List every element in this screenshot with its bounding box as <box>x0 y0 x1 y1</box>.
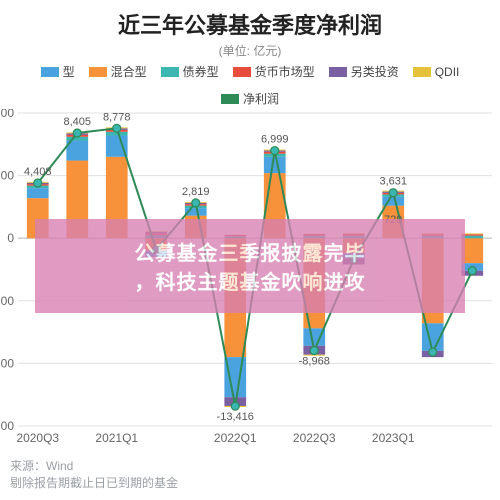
value-label: 6,999 <box>261 134 289 146</box>
legend-label: 另类投资 <box>351 63 399 80</box>
line-marker <box>429 348 437 356</box>
overlay-line-2: ，科技主题基金吹响进攻 <box>49 266 451 295</box>
legend-item: 货币市场型 <box>233 63 315 80</box>
legend-label: 净利润 <box>243 90 279 107</box>
value-label: -8,968 <box>299 355 330 367</box>
line-marker <box>34 179 42 187</box>
legend-swatch <box>413 67 431 77</box>
unit-label: (单位: 亿元) <box>0 42 500 59</box>
svg-text:00: 00 <box>1 294 15 308</box>
line-marker <box>192 199 200 207</box>
value-label: 4,408 <box>24 166 52 178</box>
line-marker <box>310 346 318 354</box>
legend-swatch <box>89 67 107 77</box>
line-marker <box>113 124 121 132</box>
svg-text:00: 00 <box>1 109 15 120</box>
value-label: 8,405 <box>63 116 91 128</box>
legend-swatch <box>329 67 347 77</box>
legend-item: 债券型 <box>161 63 219 80</box>
line-marker <box>389 189 397 197</box>
legend-item: 混合型 <box>89 63 147 80</box>
svg-text:00: 00 <box>1 169 15 183</box>
value-label: 8,778 <box>103 111 131 123</box>
x-tick-label: 2021Q1 <box>95 431 138 445</box>
legend-label: QDII <box>435 65 460 79</box>
chart-area: 000000000004,4088,4058,7782,819-13,4166,… <box>0 109 500 454</box>
headline-overlay: 公募基金三季报披露完毕 ，科技主题基金吹响进攻 <box>35 219 465 313</box>
value-label: 3,631 <box>379 176 407 188</box>
legend-item: 另类投资 <box>329 63 399 80</box>
legend-label: 混合型 <box>111 63 147 80</box>
legend-item: 型 <box>41 63 75 80</box>
svg-text:00: 00 <box>1 356 15 370</box>
legend-label: 货币市场型 <box>255 63 315 80</box>
legend-swatch <box>221 94 239 104</box>
line-marker <box>73 129 81 137</box>
overlay-line-1: 公募基金三季报披露完毕 <box>49 237 451 266</box>
line-marker <box>231 402 239 410</box>
line-marker <box>271 147 279 155</box>
x-tick-label: 2020Q3 <box>16 431 59 445</box>
legend: 型 混合型 债券型 货币市场型 另类投资 QDII 净利润 <box>8 63 492 107</box>
legend-swatch <box>41 67 59 77</box>
x-tick-label: 2022Q1 <box>214 431 257 445</box>
footer-notes: 来源：Wind 剔除报告期截止日已到期的基金 <box>10 458 490 492</box>
legend-item: 净利润 <box>221 90 279 107</box>
footer-line-2: 剔除报告期截止日已到期的基金 <box>10 475 490 492</box>
x-tick-label: 2023Q1 <box>372 431 415 445</box>
page-title: 近三年公募基金季度净利润 <box>0 8 500 40</box>
value-label: 2,819 <box>182 186 210 198</box>
footer-line-1: 来源：Wind <box>10 458 490 475</box>
bar-segment <box>27 188 49 198</box>
bar-segment <box>264 157 286 173</box>
legend-swatch <box>161 67 179 77</box>
legend-swatch <box>233 67 251 77</box>
line-marker <box>468 267 476 275</box>
value-label: -13,416 <box>217 411 254 423</box>
legend-label: 型 <box>63 63 75 80</box>
legend-item: QDII <box>413 63 460 80</box>
svg-text:00: 00 <box>1 419 15 433</box>
svg-text:0: 0 <box>7 231 14 245</box>
x-tick-label: 2022Q3 <box>293 431 336 445</box>
legend-label: 债券型 <box>183 63 219 80</box>
